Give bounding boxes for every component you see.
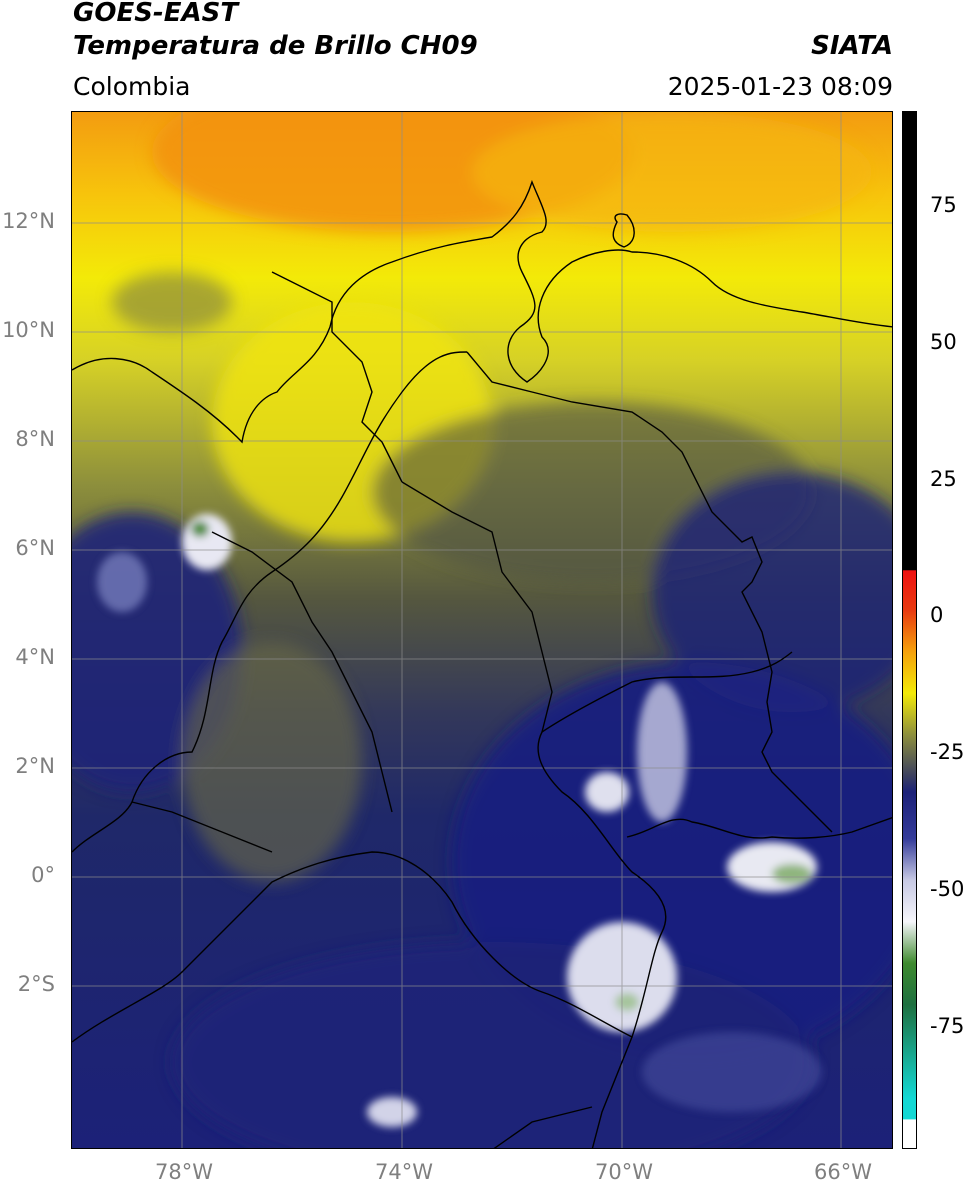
colorbar-tick-label: -25 [930,740,965,764]
satellite-map[interactable] [71,111,893,1149]
colorbar-gradient [903,112,916,1148]
timestamp-label: 2025-01-23 08:09 [667,72,893,101]
product-title: Temperatura de Brillo CH09 [73,31,478,61]
lat-tick-label: 4°N [15,645,55,669]
lat-tick-label: 0° [31,863,55,887]
organization-label: SIATA [811,31,893,61]
colorbar-tick-label: -50 [930,877,965,901]
colorbar-tick-label: -75 [930,1014,965,1038]
colorbar [902,111,917,1149]
colorbar-tick-label: 25 [930,467,957,491]
lon-tick-label: 66°W [814,1160,872,1184]
lat-tick-label: 6°N [15,536,55,560]
lat-tick-label: 10°N [2,318,55,342]
temperature-field [72,112,892,1148]
gridlines [72,112,892,1148]
lon-tick-label: 70°W [595,1160,653,1184]
colorbar-tick-label: 75 [930,193,957,217]
colorbar-tick-label: 50 [930,330,957,354]
borders [72,179,892,1148]
colorbar-tick-label: 0 [930,603,944,627]
lon-tick-label: 78°W [155,1160,213,1184]
lat-tick-label: 2°S [17,972,55,996]
lat-tick-label: 2°N [15,754,55,778]
satellite-title: GOES-EAST [73,0,239,28]
lat-tick-label: 12°N [2,209,55,233]
lat-tick-label: 8°N [15,427,55,451]
lon-tick-label: 74°W [375,1160,433,1184]
map-layers [72,112,892,1148]
region-label: Colombia [73,72,191,101]
